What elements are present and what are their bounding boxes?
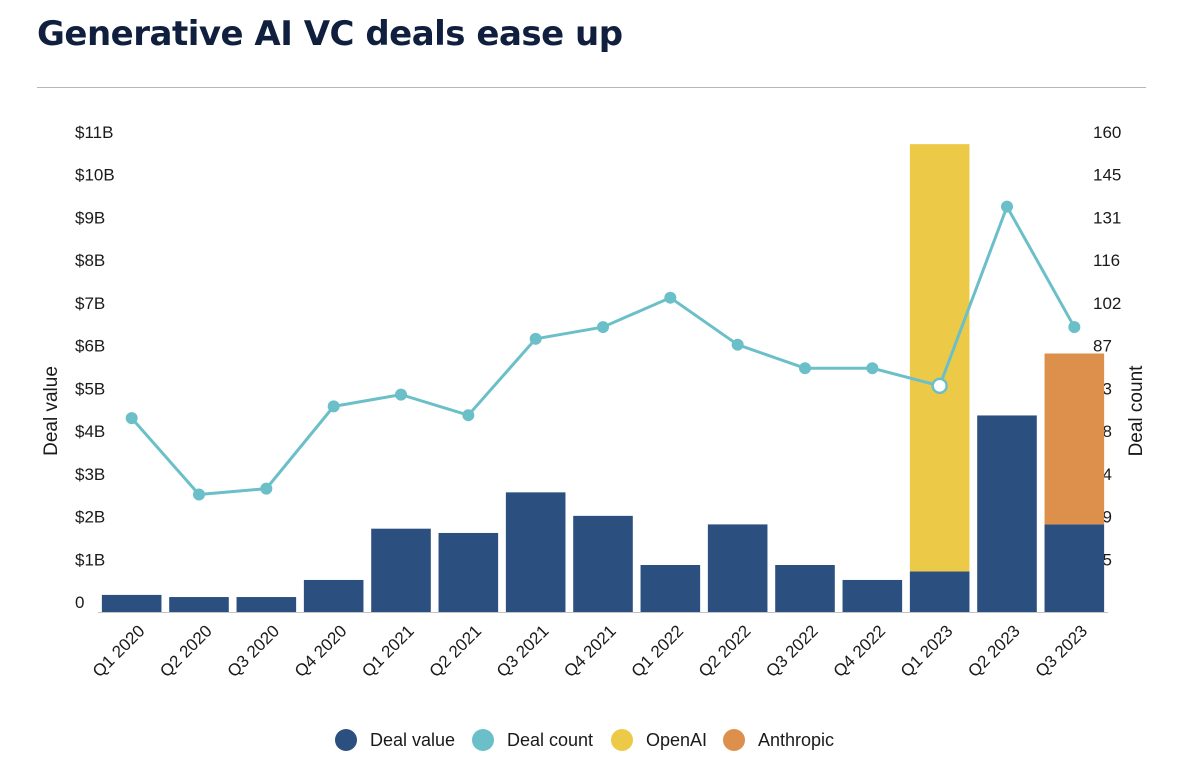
bar-anthropic — [1044, 353, 1105, 525]
deal-count-point — [529, 332, 542, 345]
y-axis-right: 0152944587387102116131145160 — [1093, 123, 1121, 612]
y-axis-right-title: Deal count — [1126, 365, 1147, 457]
bar-deal-value — [573, 515, 633, 612]
x-tick-label: Q1 2021 — [358, 621, 418, 681]
y-right-tick-label: 145 — [1093, 166, 1121, 185]
legend-swatch — [611, 729, 633, 751]
x-tick-label: Q3 2023 — [1032, 621, 1092, 681]
deal-count-point — [799, 362, 811, 375]
legend-label: OpenAI — [646, 730, 707, 750]
legend-label: Deal value — [370, 730, 455, 750]
bar-deal-value — [909, 571, 970, 612]
title-divider — [37, 87, 1146, 88]
deal-count-point — [731, 338, 744, 351]
x-tick-label: Q2 2020 — [156, 621, 216, 681]
deal-count-point — [1001, 200, 1013, 213]
y-axis-left-title: Deal value — [41, 366, 62, 456]
chart-title: Generative AI VC deals ease up — [37, 14, 623, 54]
x-tick-label: Q2 2021 — [426, 621, 486, 681]
legend-swatch — [472, 729, 494, 751]
deal-count-point — [327, 400, 340, 413]
bar-series — [101, 144, 1105, 612]
y-left-tick-label: $2B — [75, 508, 105, 527]
x-tick-label: Q1 2020 — [89, 621, 149, 681]
deal-count-point — [395, 388, 407, 401]
legend-swatch — [723, 729, 745, 751]
y-left-tick-label: $11B — [75, 123, 113, 142]
deal-count-point — [931, 377, 948, 395]
x-tick-label: Q3 2020 — [224, 621, 284, 681]
x-tick-label: Q4 2021 — [560, 621, 620, 681]
line-series — [125, 200, 1081, 501]
x-tick-label: Q2 2023 — [964, 621, 1024, 681]
bar-openai — [909, 144, 970, 572]
x-tick-label: Q4 2020 — [291, 621, 351, 681]
y-right-tick-label: 102 — [1093, 294, 1121, 313]
legend-label: Deal count — [507, 730, 593, 750]
x-tick-label: Q4 2022 — [830, 621, 890, 681]
bar-deal-value — [101, 594, 162, 612]
x-tick-label: Q1 2022 — [628, 621, 688, 681]
y-axis-left: 0 $1B $2B $3B $4B $5B $6B $7B $8B $9B $10B $11B — [75, 123, 115, 612]
y-left-tick-label: $4B — [75, 422, 105, 441]
y-left-tick-label: 0 — [75, 593, 84, 612]
y-right-tick-label: 160 — [1093, 123, 1121, 142]
y-left-tick-label: $6B — [75, 337, 105, 356]
y-right-tick-label: 87 — [1093, 337, 1112, 356]
deal-count-point — [462, 409, 475, 422]
x-tick-label: Q3 2022 — [762, 621, 822, 681]
bar-deal-value — [707, 524, 768, 612]
deal-count-point — [193, 488, 205, 501]
bar-deal-value — [438, 532, 499, 612]
y-left-tick-label: $10B — [75, 166, 115, 185]
bar-deal-value — [977, 415, 1037, 612]
bar-deal-value — [169, 597, 229, 612]
y-left-tick-label: $3B — [75, 465, 105, 484]
y-left-tick-label: $7B — [75, 294, 105, 313]
deal-count-point — [260, 482, 273, 495]
y-left-tick-label: $1B — [75, 550, 105, 569]
deal-count-point — [664, 291, 677, 304]
x-tick-label: Q1 2023 — [897, 621, 957, 681]
bar-deal-value — [371, 528, 431, 612]
bar-deal-value — [842, 579, 903, 612]
y-left-tick-label: $5B — [75, 379, 105, 398]
deal-count-point — [125, 412, 138, 425]
deal-count-point — [866, 362, 879, 375]
bar-deal-value — [236, 597, 297, 612]
y-right-tick-label: 131 — [1093, 208, 1121, 227]
legend: Deal value Deal count OpenAI Anthropic — [335, 729, 834, 751]
legend-label: Anthropic — [758, 730, 834, 750]
y-left-tick-label: $8B — [75, 251, 105, 270]
bar-deal-value — [640, 565, 701, 612]
x-tick-label: Q3 2021 — [493, 621, 553, 681]
x-axis: Q1 2020 Q2 2020 Q3 2020 Q4 2020 Q1 2021 Q2 20… — [89, 621, 1091, 681]
deal-count-point — [1068, 321, 1081, 334]
legend-swatch — [335, 729, 357, 751]
deal-count-point — [597, 321, 609, 334]
bar-deal-value — [505, 492, 566, 612]
bar-deal-value — [775, 565, 835, 612]
bar-deal-value — [1044, 524, 1105, 612]
bar-deal-value — [303, 579, 364, 612]
x-tick-label: Q2 2022 — [695, 621, 755, 681]
y-right-tick-label: 116 — [1093, 251, 1120, 270]
y-left-tick-label: $9B — [75, 208, 105, 227]
